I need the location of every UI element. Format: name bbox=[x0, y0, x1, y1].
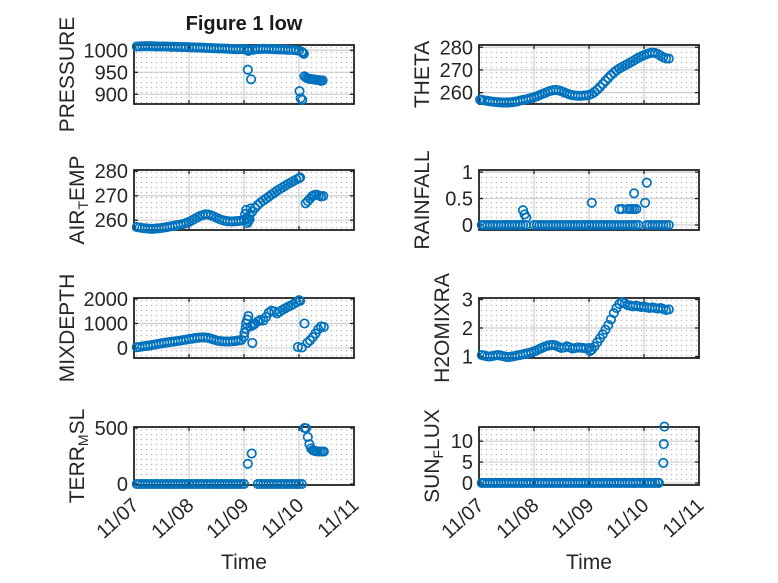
x-axis-label: Time bbox=[566, 551, 612, 574]
y-axis-label: TERRMSL bbox=[66, 409, 91, 504]
major-grid bbox=[188, 427, 300, 485]
y-tick-label: 270 bbox=[440, 60, 473, 82]
data-points bbox=[476, 297, 674, 363]
y-tick-label: 0.5 bbox=[445, 189, 473, 211]
tick-marks bbox=[478, 45, 700, 104]
y-tick-label: 260 bbox=[440, 83, 473, 105]
y-tick-label: 0 bbox=[117, 474, 128, 496]
y-tick-label: 5 bbox=[462, 452, 473, 474]
y-axis-label: AIRTEMP bbox=[66, 155, 91, 244]
y-axis-label: MIXDEPTH bbox=[56, 274, 79, 383]
subplot-h2omixra: 1 2 3 H2OMIXRA bbox=[431, 273, 700, 383]
y-tick-label: 2000 bbox=[84, 289, 129, 311]
y-axis-label: SUNFLUX bbox=[421, 409, 446, 503]
x-tick-labels: 11/07 11/08 11/09 11/10 11/11 bbox=[93, 494, 364, 543]
y-tick-label: 500 bbox=[95, 418, 128, 440]
x-tick-label: 11/09 bbox=[203, 494, 254, 543]
data-points bbox=[475, 47, 674, 108]
x-tick-labels: 11/07 11/08 11/09 11/10 11/11 bbox=[438, 494, 709, 543]
data-points bbox=[476, 421, 670, 488]
y-axis-label: THETA bbox=[411, 41, 434, 108]
data-points bbox=[131, 295, 329, 353]
y-tick-label: 1 bbox=[462, 162, 473, 184]
y-tick-labels: 1 2 3 bbox=[462, 289, 473, 368]
y-tick-label: 900 bbox=[95, 84, 128, 106]
y-tick-label: 3 bbox=[462, 289, 473, 311]
x-tick-label: 11/07 bbox=[438, 494, 489, 543]
y-tick-label: 0 bbox=[462, 473, 473, 495]
x-tick-label: 11/08 bbox=[493, 494, 544, 543]
x-axis-label: Time bbox=[221, 551, 267, 574]
figure-title: Figure 1 low bbox=[186, 13, 303, 35]
x-tick-label: 11/08 bbox=[148, 494, 199, 543]
data-points bbox=[131, 41, 328, 105]
y-tick-label: 260 bbox=[95, 210, 128, 232]
y-tick-label: 1 bbox=[462, 347, 473, 369]
x-tick-label: 11/11 bbox=[314, 494, 364, 542]
y-tick-label: 950 bbox=[95, 62, 128, 84]
data-points bbox=[131, 422, 329, 490]
x-tick-label: 11/11 bbox=[659, 494, 709, 542]
y-tick-label: 10 bbox=[451, 431, 473, 453]
y-axis-label: RAINFALL bbox=[411, 150, 434, 249]
y-tick-label: 270 bbox=[95, 186, 128, 208]
y-tick-label: 280 bbox=[95, 161, 128, 183]
y-tick-label: 1000 bbox=[84, 40, 129, 62]
y-tick-label: 1000 bbox=[84, 313, 129, 335]
data-points bbox=[476, 177, 674, 231]
y-tick-label: 2 bbox=[462, 318, 473, 340]
x-tick-label: 11/07 bbox=[93, 494, 144, 543]
y-tick-label: 0 bbox=[117, 338, 128, 360]
y-tick-label: 280 bbox=[440, 37, 473, 59]
y-tick-labels: 00.51 bbox=[445, 162, 473, 237]
y-axis-label: PRESSURE bbox=[56, 17, 79, 133]
x-tick-label: 11/09 bbox=[548, 494, 599, 543]
x-tick-label: 11/10 bbox=[258, 494, 309, 543]
y-tick-labels: 0 500 bbox=[95, 418, 128, 496]
data-points bbox=[131, 172, 329, 234]
y-tick-label: 0 bbox=[462, 215, 473, 237]
tick-marks bbox=[133, 298, 355, 358]
x-tick-label: 11/10 bbox=[603, 494, 654, 543]
y-axis-label: H2OMIXRA bbox=[431, 273, 454, 383]
